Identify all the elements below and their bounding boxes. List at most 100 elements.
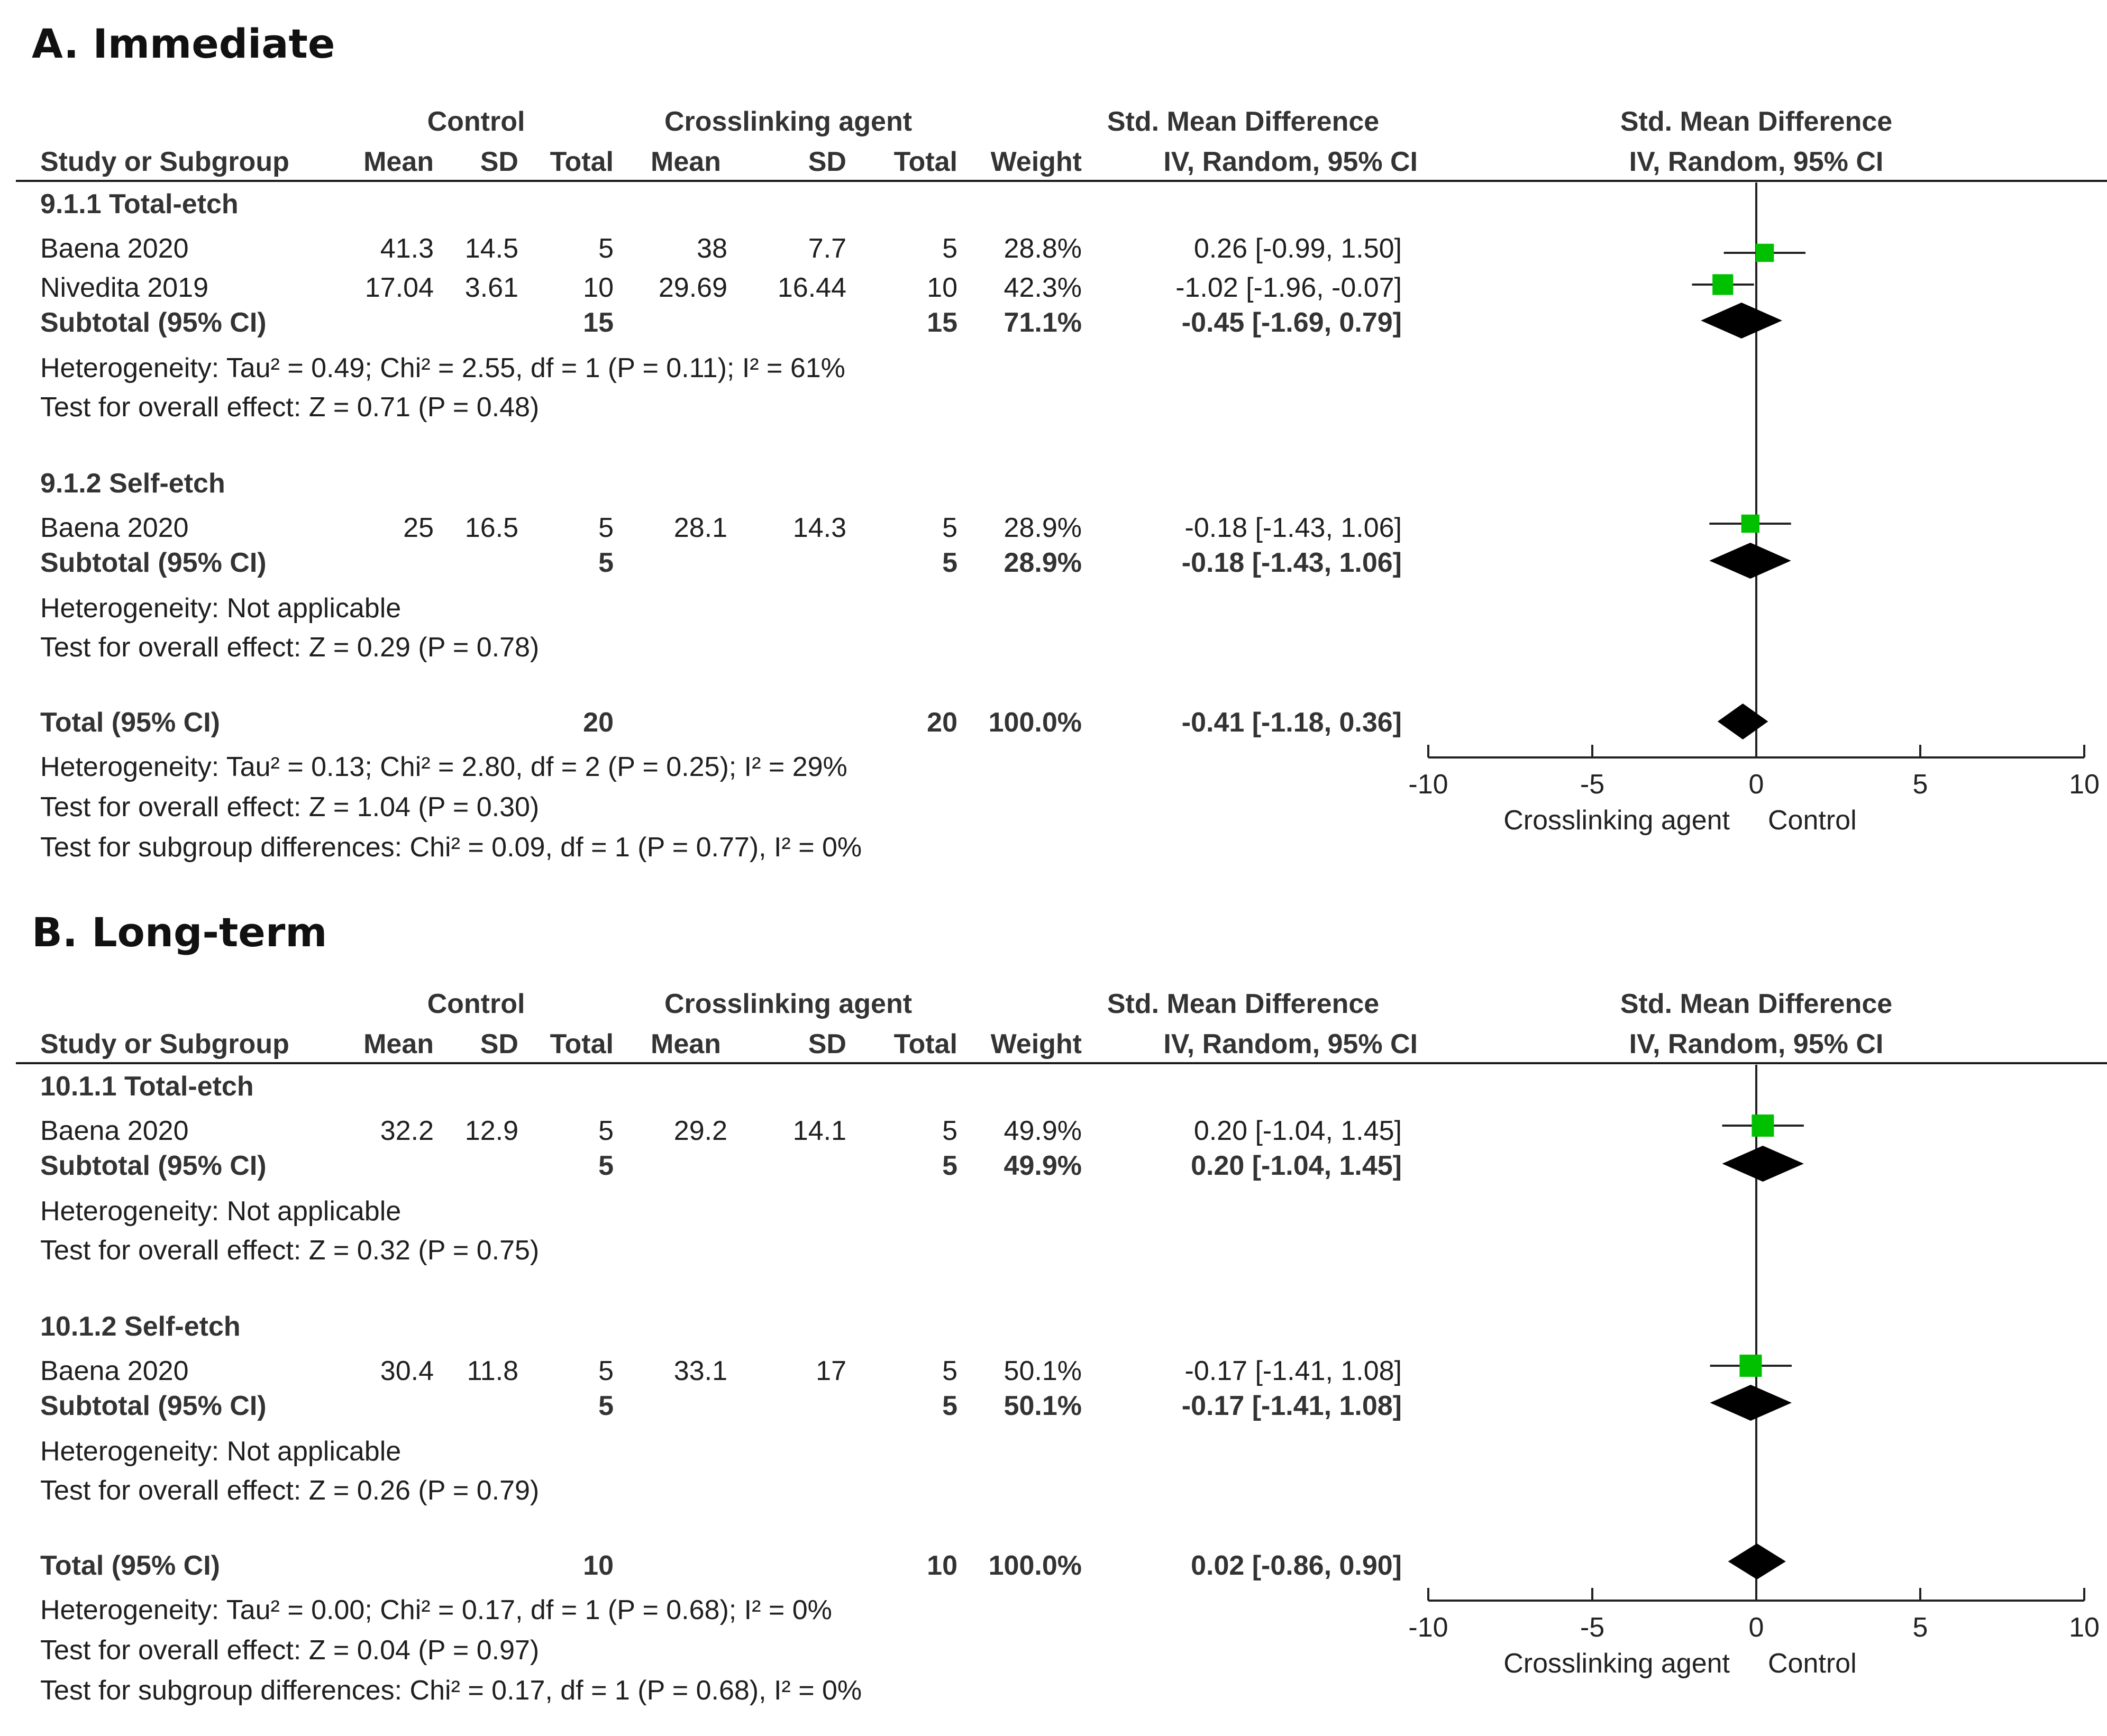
subgroup-differences-text: Test for subgroup differences: Chi² = 0.… [40, 832, 862, 863]
subgroup-label: 10.1.1 Total-etch [40, 1071, 254, 1102]
smd-ci-value: -0.17 [-1.41, 1.08] [1184, 1356, 1402, 1386]
treatment-mean-header: Mean [651, 1029, 721, 1059]
favours-left-label: Crosslinking agent [1503, 1648, 1730, 1679]
weight-value: 49.9% [1004, 1116, 1082, 1146]
smd-ci-value: -0.17 [-1.41, 1.08] [1181, 1391, 1402, 1421]
header-divider [16, 180, 2107, 182]
control-total: 5 [598, 1150, 614, 1181]
forest-plot-immediate: -10 -5 0 5 10 Crosslinking agent Control [1408, 182, 2100, 836]
x-tick-label: 5 [1913, 769, 1928, 800]
control-total-header: Total [550, 147, 614, 177]
treatment-total: 5 [942, 513, 957, 543]
subtotal-label: Subtotal (95% CI) [40, 307, 267, 338]
control-mean: 17.04 [364, 272, 434, 303]
control-total: 5 [598, 1356, 614, 1386]
treatment-group-header: Crosslinking agent [664, 106, 913, 137]
weight-value: 49.9% [1004, 1150, 1082, 1181]
panel-title: A. Immediate [32, 20, 335, 67]
smd-header: Std. Mean Difference [1107, 106, 1380, 137]
treatment-mean: 38 [697, 233, 727, 264]
treatment-group-header: Crosslinking agent [664, 989, 913, 1019]
total-label: Total (95% CI) [40, 707, 220, 738]
subgroup-label: 9.1.1 Total-etch [40, 189, 239, 220]
treatment-mean: 33.1 [673, 1356, 727, 1386]
weight-value: 100.0% [988, 707, 1082, 738]
subgroup-differences-text: Test for subgroup differences: Chi² = 0.… [40, 1675, 862, 1706]
weight-value: 28.9% [1004, 513, 1082, 543]
control-mean: 30.4 [380, 1356, 434, 1386]
subgroup-label: 9.1.2 Self-etch [40, 468, 225, 499]
control-sd: 14.5 [464, 233, 518, 264]
smd-method-header: IV, Random, 95% CI [1163, 1029, 1418, 1059]
study-name: Baena 2020 [40, 1116, 189, 1146]
total-heterogeneity-text: Heterogeneity: Tau² = 0.00; Chi² = 0.17,… [40, 1595, 832, 1625]
treatment-total-header: Total [893, 147, 957, 177]
smd-header: Std. Mean Difference [1107, 989, 1380, 1019]
weight-value: 28.9% [1004, 547, 1082, 578]
control-total: 10 [583, 272, 614, 303]
control-mean: 25 [403, 513, 434, 543]
control-total: 5 [598, 1391, 614, 1421]
control-group-header: Control [427, 106, 525, 137]
treatment-sd: 17 [816, 1356, 846, 1386]
treatment-total-header: Total [893, 1029, 957, 1059]
control-mean-header: Mean [363, 1029, 434, 1059]
heterogeneity-text: Heterogeneity: Not applicable [40, 593, 402, 624]
subgroup-label: 10.1.2 Self-etch [40, 1311, 241, 1342]
control-mean: 41.3 [380, 233, 434, 264]
total-overall-effect-text: Test for overall effect: Z = 1.04 (P = 0… [40, 792, 540, 823]
control-sd: 3.61 [464, 272, 518, 303]
treatment-sd: 14.1 [792, 1116, 846, 1146]
overall-effect-text: Test for overall effect: Z = 0.32 (P = 0… [40, 1235, 540, 1266]
x-tick-label: -10 [1408, 1612, 1448, 1643]
treatment-sd: 14.3 [792, 513, 846, 543]
x-tick-label: 10 [2069, 1612, 2100, 1643]
plot-smd-header: Std. Mean Difference [1620, 106, 1893, 137]
smd-ci-value: 0.20 [-1.04, 1.45] [1193, 1116, 1402, 1146]
control-total: 5 [598, 513, 614, 543]
study-effect-marker [1741, 514, 1760, 533]
weight-value: 42.3% [1004, 272, 1082, 303]
x-tick-label: -10 [1408, 769, 1448, 800]
control-sd-header: SD [480, 1029, 518, 1059]
heterogeneity-text: Heterogeneity: Not applicable [40, 1436, 402, 1467]
x-tick-label: 5 [1913, 1612, 1928, 1643]
control-total: 5 [598, 1116, 614, 1146]
control-sd: 16.5 [464, 513, 518, 543]
treatment-total: 5 [942, 233, 957, 264]
panel-title: B. Long-term [32, 909, 327, 956]
treatment-sd-header: SD [808, 147, 846, 177]
smd-ci-value: -0.18 [-1.43, 1.06] [1181, 547, 1402, 578]
control-group-header: Control [427, 989, 525, 1019]
study-name: Baena 2020 [40, 233, 189, 264]
treatment-sd: 7.7 [808, 233, 846, 264]
subtotal-label: Subtotal (95% CI) [40, 1150, 267, 1181]
subtotal-diamond [1722, 1146, 1804, 1182]
smd-method-header: IV, Random, 95% CI [1163, 147, 1418, 177]
x-tick-label: 0 [1749, 1612, 1764, 1643]
study-effect-marker [1752, 1114, 1774, 1137]
total-label: Total (95% CI) [40, 1550, 220, 1581]
smd-ci-value: -1.02 [-1.96, -0.07] [1175, 272, 1402, 303]
favours-right-label: Control [1768, 805, 1857, 836]
subtotal-diamond [1709, 543, 1791, 579]
treatment-total: 20 [927, 707, 957, 738]
study-name: Nivedita 2019 [40, 272, 208, 303]
treatment-total: 10 [927, 272, 957, 303]
x-tick-label: -5 [1580, 769, 1604, 800]
treatment-total: 15 [927, 307, 957, 338]
weight-header: Weight [990, 147, 1082, 177]
control-total: 10 [583, 1550, 614, 1581]
total-heterogeneity-text: Heterogeneity: Tau² = 0.13; Chi² = 2.80,… [40, 752, 847, 782]
treatment-sd-header: SD [808, 1029, 846, 1059]
control-sd: 11.8 [467, 1356, 518, 1386]
control-total: 5 [598, 233, 614, 264]
treatment-mean: 28.1 [673, 513, 727, 543]
plot-smd-method-header: IV, Random, 95% CI [1629, 147, 1884, 177]
study-name: Baena 2020 [40, 513, 189, 543]
smd-ci-value: -0.18 [-1.43, 1.06] [1184, 513, 1402, 543]
treatment-total: 5 [942, 1391, 957, 1421]
control-total-header: Total [550, 1029, 614, 1059]
treatment-total: 5 [942, 1150, 957, 1181]
